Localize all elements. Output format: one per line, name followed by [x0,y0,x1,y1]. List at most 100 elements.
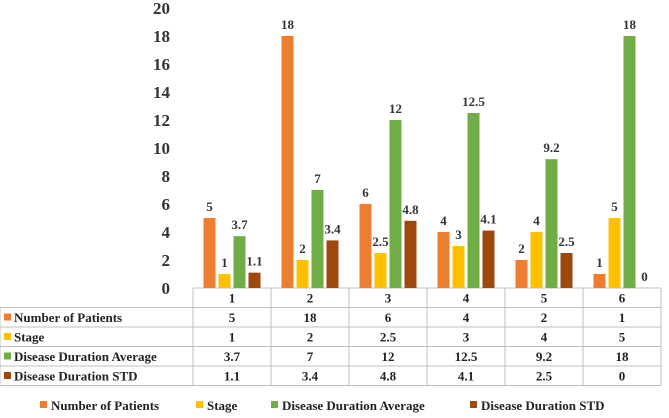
bar [218,274,231,288]
y-tick-label: 14 [153,83,171,102]
bar [281,36,294,288]
table-cell: 3.4 [302,369,319,384]
y-tick-label: 12 [153,111,170,130]
bar [359,204,372,288]
data-label: 4.8 [402,202,419,217]
data-label: 4 [440,213,447,228]
data-label: 9.2 [543,140,559,155]
bar [560,253,573,288]
table-cell: 7 [307,349,314,364]
data-label: 5 [611,199,618,214]
table-cell: 2.5 [536,369,553,384]
data-label: 4 [533,213,540,228]
y-tick-label: 6 [162,195,171,214]
data-label: 1.1 [246,254,262,269]
bar [404,220,417,288]
bar [326,240,339,288]
bar [545,159,558,288]
y-tick-label: 8 [162,167,171,186]
table-cell: 6 [385,310,392,325]
table-legend-key [4,313,11,321]
y-tick-label: 18 [153,27,170,46]
bar [374,253,387,288]
data-label: 7 [314,171,321,186]
y-tick-label: 0 [162,279,171,298]
bar [233,236,246,288]
y-tick-label: 2 [162,251,171,270]
table-cell: 1 [229,330,236,345]
legend-label: Stage [207,398,238,413]
table-cell: 2 [541,310,548,325]
table-legend-key [4,352,11,360]
data-label: 12.5 [462,94,485,109]
table-cell: 18 [304,310,318,325]
data-label: 18 [281,17,295,32]
table-row-label: Disease Duration Average [14,349,157,364]
bar [452,246,465,288]
legend-key [40,401,47,408]
legend-key [271,401,278,408]
table-cell: 2 [307,330,314,345]
data-label: 18 [623,17,637,32]
bar [311,190,324,288]
table-cell: 3.7 [224,349,241,364]
table-cell: 9.2 [536,349,552,364]
table-cell: 5 [619,330,626,345]
bar [608,218,621,288]
table-row-label: Stage [14,330,45,345]
bar [515,260,528,288]
data-label: 2.5 [372,234,389,249]
table-cell: 2.5 [380,330,397,345]
table-cell: 5 [229,310,236,325]
legend-label: Disease Duration STD [481,398,605,413]
bar [530,232,543,288]
bar [482,230,495,288]
data-label: 3.4 [324,221,341,236]
table-row-label: Disease Duration STD [14,369,138,384]
y-tick-label: 10 [153,139,170,158]
bar [593,274,606,288]
table-cell: 1.1 [224,369,240,384]
data-label: 3 [455,227,462,242]
y-tick-label: 20 [153,0,170,18]
data-label: 6 [362,185,369,200]
legend-label: Disease Duration Average [282,398,425,413]
table-cell: 12 [382,349,395,364]
legend-label: Number of Patients [51,398,159,413]
data-label: 12 [389,101,402,116]
table-cell: 12.5 [455,349,478,364]
data-label: 2 [299,241,306,256]
legend-key [196,401,203,408]
data-label: 4.1 [480,212,496,227]
table-cell: 18 [616,349,630,364]
legend-key [470,401,477,408]
x-tick-label: 5 [541,291,548,306]
table-legend-key [4,372,11,379]
data-label: 0 [641,269,648,284]
data-label: 1 [221,255,228,270]
x-tick-label: 4 [463,291,470,306]
bar [437,232,450,288]
data-label: 3.7 [231,217,248,232]
table-cell: 3 [463,330,470,345]
table-legend-key [4,333,11,340]
table-cell: 0 [619,369,626,384]
data-label: 1 [596,255,603,270]
data-label: 2 [518,241,525,256]
bar [203,218,216,288]
data-label: 5 [206,199,213,214]
bar [389,120,402,288]
table-cell: 1 [619,310,626,325]
x-tick-label: 3 [385,291,392,306]
bar [296,260,309,288]
y-tick-label: 16 [153,55,170,74]
bar [248,272,261,288]
legend: Number of Patients Stage Disease Duration … [40,398,605,413]
table-cell: 4.8 [380,369,397,384]
bar [467,113,480,288]
bar [623,36,636,288]
x-tick-label: 1 [229,291,236,306]
